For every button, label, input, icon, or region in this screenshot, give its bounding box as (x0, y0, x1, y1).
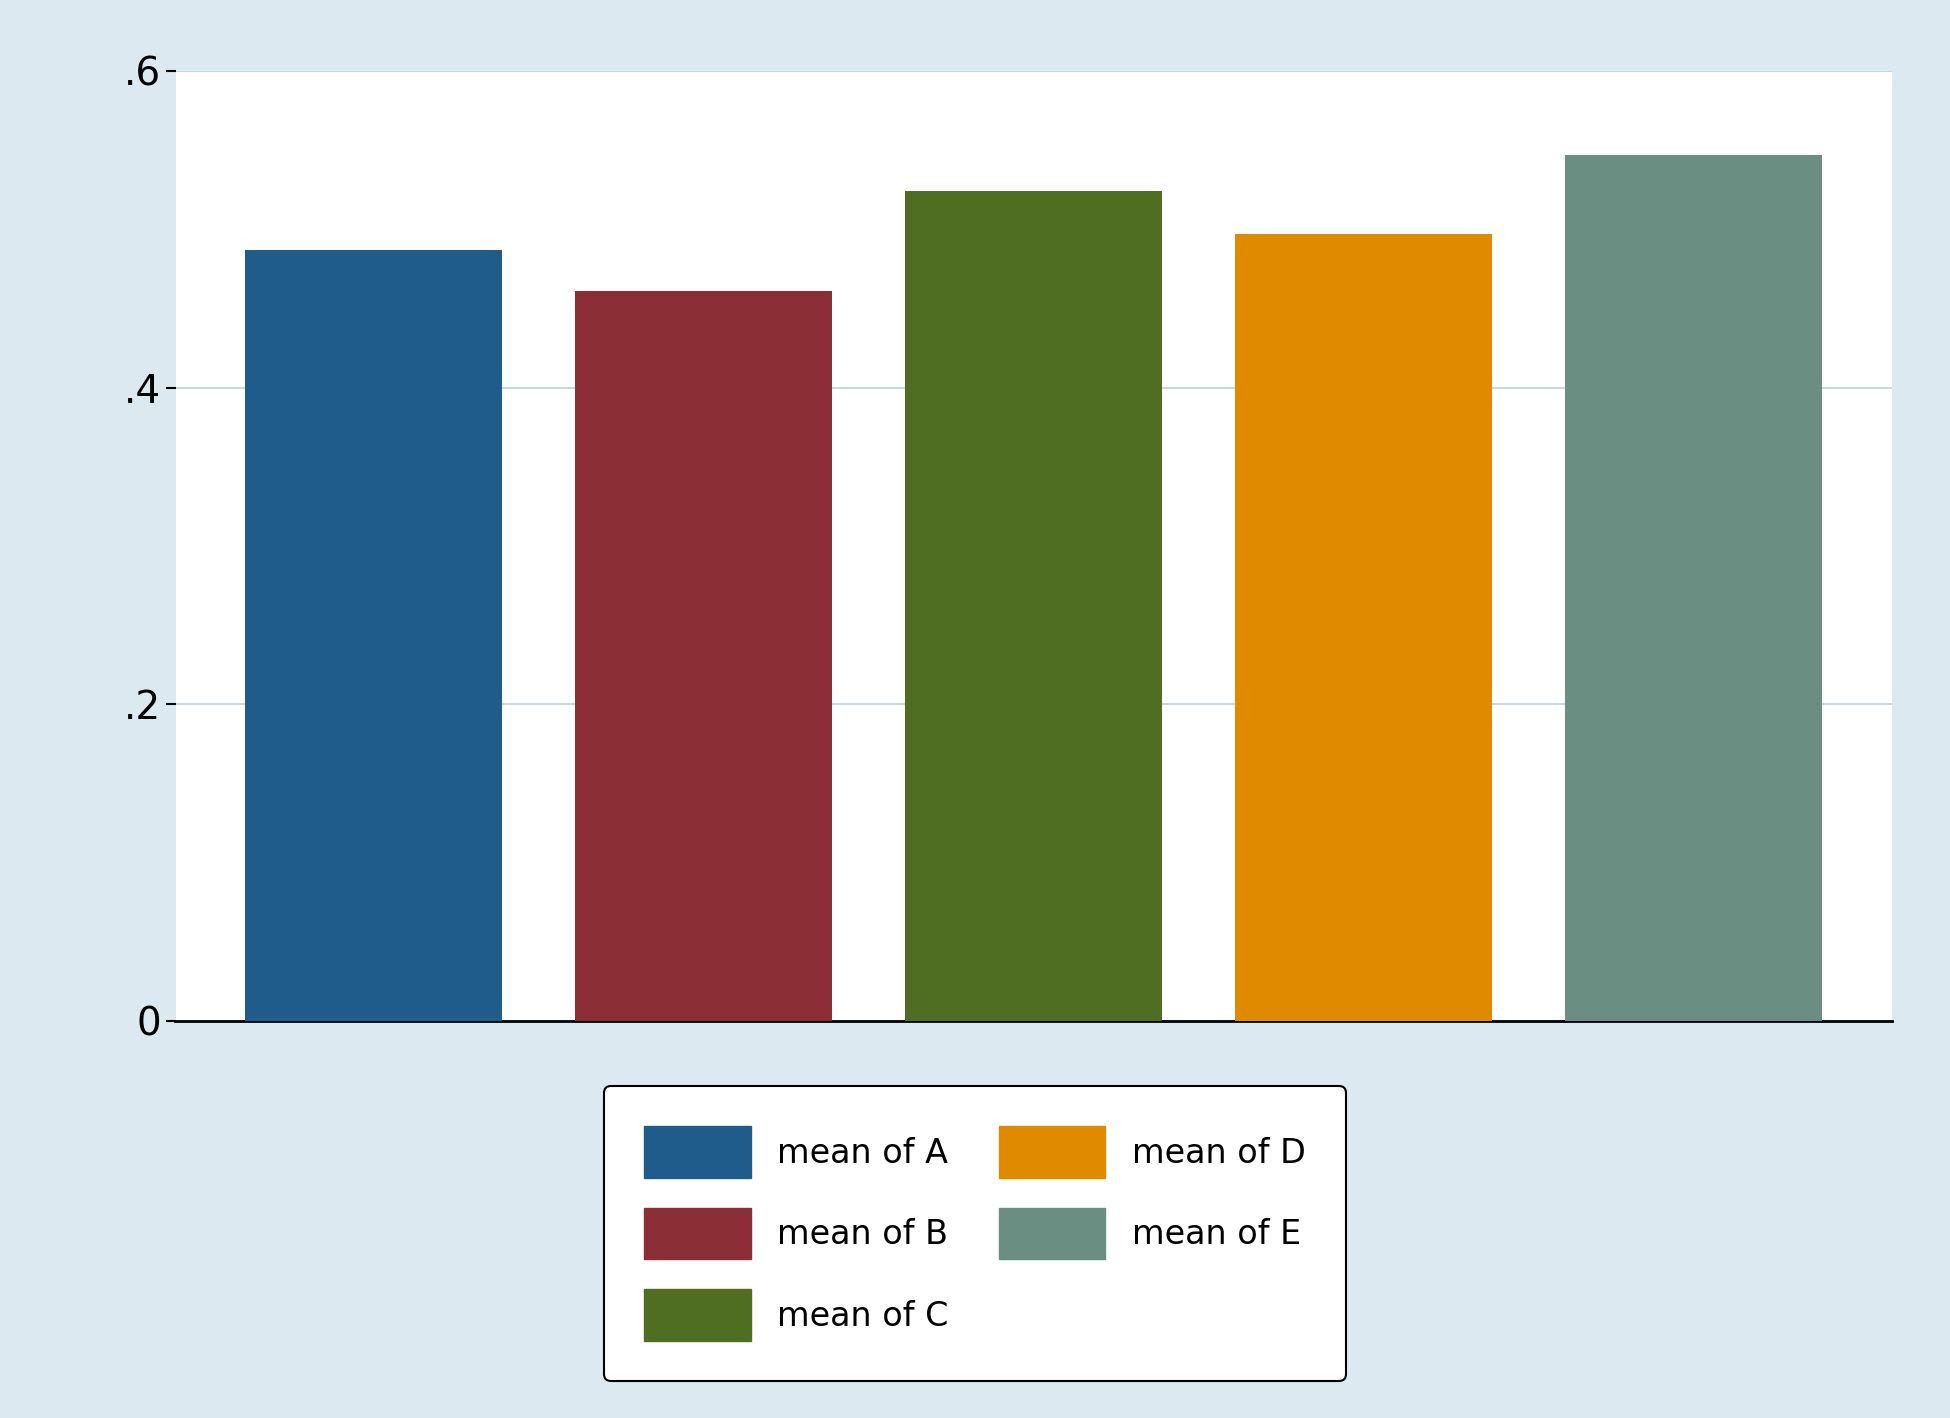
Legend: mean of A, mean of B, mean of C, mean of D, mean of E: mean of A, mean of B, mean of C, mean of… (604, 1086, 1346, 1381)
Bar (1234, 234, 1492, 1021)
Bar (905, 191, 1162, 1021)
Bar (575, 291, 833, 1021)
Bar (246, 250, 503, 1021)
Bar (1564, 155, 1821, 1021)
